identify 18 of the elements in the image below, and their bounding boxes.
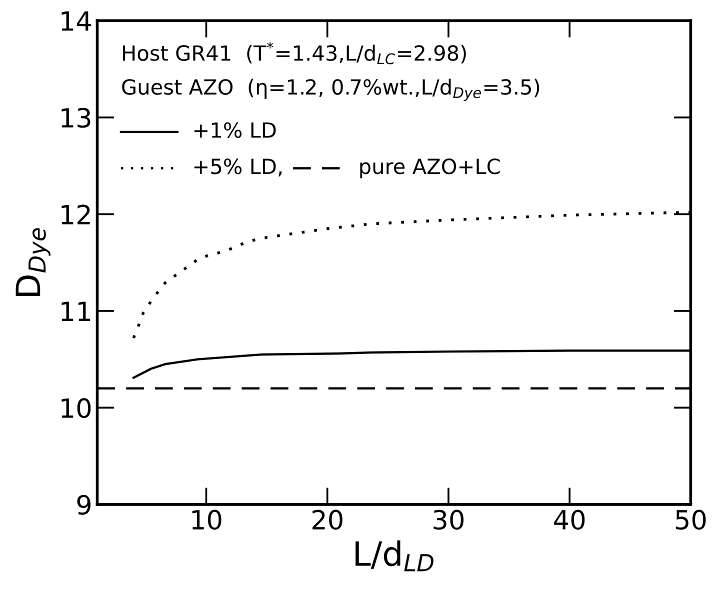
y-tick-label: 9 (77, 494, 91, 515)
y-tick-label: 12 (62, 204, 90, 224)
legend-label: +5% LD, (194, 158, 282, 176)
y-tick-label: 10 (62, 398, 91, 418)
legend-label: +1% LD (194, 122, 276, 138)
x-tick-label: 20 (312, 510, 342, 530)
annotation: Guest AZO (η=1.2, 0.7%wt.,L/d$_{Dye}$=3.5) (122, 78, 540, 101)
legend-label: pure AZO+LC (360, 158, 500, 178)
y-axis-title: D$_{Dye}$ (16, 228, 50, 296)
x-axis-title: L/d$_{LD}$ (356, 540, 434, 572)
y-tick-label: 14 (62, 11, 91, 31)
x-tick-label: 10 (192, 510, 222, 530)
x-tick-label: 40 (554, 510, 585, 530)
annotation: Host GR41 (T$^{*}$=1.43,L/d$_{LC}$=2.98) (123, 42, 466, 64)
y-tick-label: 13 (62, 108, 90, 128)
y-tick-label: 11 (62, 302, 90, 321)
x-tick-label: 30 (434, 510, 464, 530)
x-tick-label: 50 (676, 510, 706, 530)
